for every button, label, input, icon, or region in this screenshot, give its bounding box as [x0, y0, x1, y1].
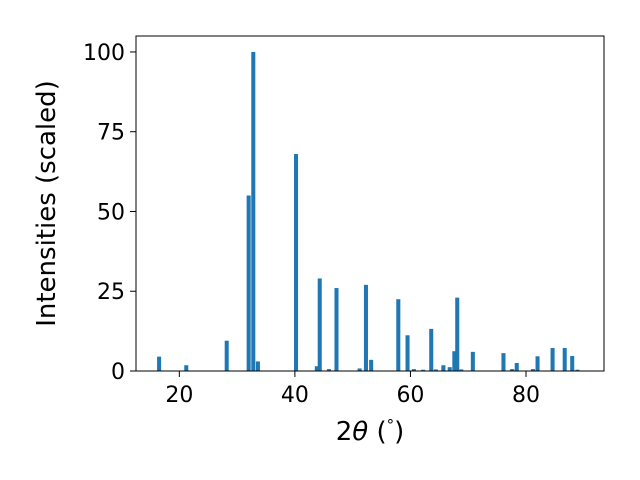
bar [369, 359, 374, 371]
bar [357, 368, 362, 371]
bar [562, 348, 567, 371]
bar [501, 353, 506, 371]
bar [447, 367, 452, 371]
y-axis: 0 25 50 75 100 [83, 41, 136, 385]
y-tick-label: 100 [83, 41, 125, 66]
bar [396, 299, 401, 371]
bar [421, 369, 426, 371]
bar [294, 154, 299, 371]
x-tick-label: 20 [165, 383, 193, 408]
bar [251, 51, 256, 371]
bar [224, 340, 229, 371]
x-tick-label: 60 [396, 383, 424, 408]
bar [429, 328, 434, 371]
bar [405, 335, 410, 371]
bar [411, 369, 416, 371]
bar [184, 365, 189, 371]
bar [433, 369, 438, 371]
bar [255, 361, 260, 371]
bar [441, 365, 446, 371]
bar [510, 369, 515, 371]
bar-series [157, 51, 580, 371]
bar [326, 369, 331, 371]
bar [157, 356, 162, 371]
bar [535, 356, 540, 371]
bar [514, 363, 519, 371]
x-axis: 20 40 60 80 [165, 371, 540, 408]
bar [314, 366, 319, 371]
bar [363, 284, 368, 371]
bar [550, 348, 555, 371]
y-tick-label: 50 [97, 200, 125, 225]
bar [459, 369, 464, 371]
bar [246, 195, 251, 371]
x-tick-label: 80 [512, 383, 540, 408]
bar [452, 351, 457, 371]
x-axis-label: 2θ (°) [336, 416, 405, 447]
y-tick-label: 75 [97, 121, 125, 146]
y-axis-label: Intensities (scaled) [32, 80, 62, 327]
y-tick-label: 25 [97, 280, 125, 305]
bar [317, 278, 322, 371]
bar [570, 356, 575, 371]
bar [575, 369, 580, 371]
bar [530, 369, 535, 371]
y-tick-label: 0 [111, 360, 125, 385]
plot-frame [135, 35, 605, 372]
bar [470, 351, 475, 371]
bar [334, 288, 339, 371]
x-tick-label: 40 [281, 383, 309, 408]
bar [455, 297, 460, 371]
